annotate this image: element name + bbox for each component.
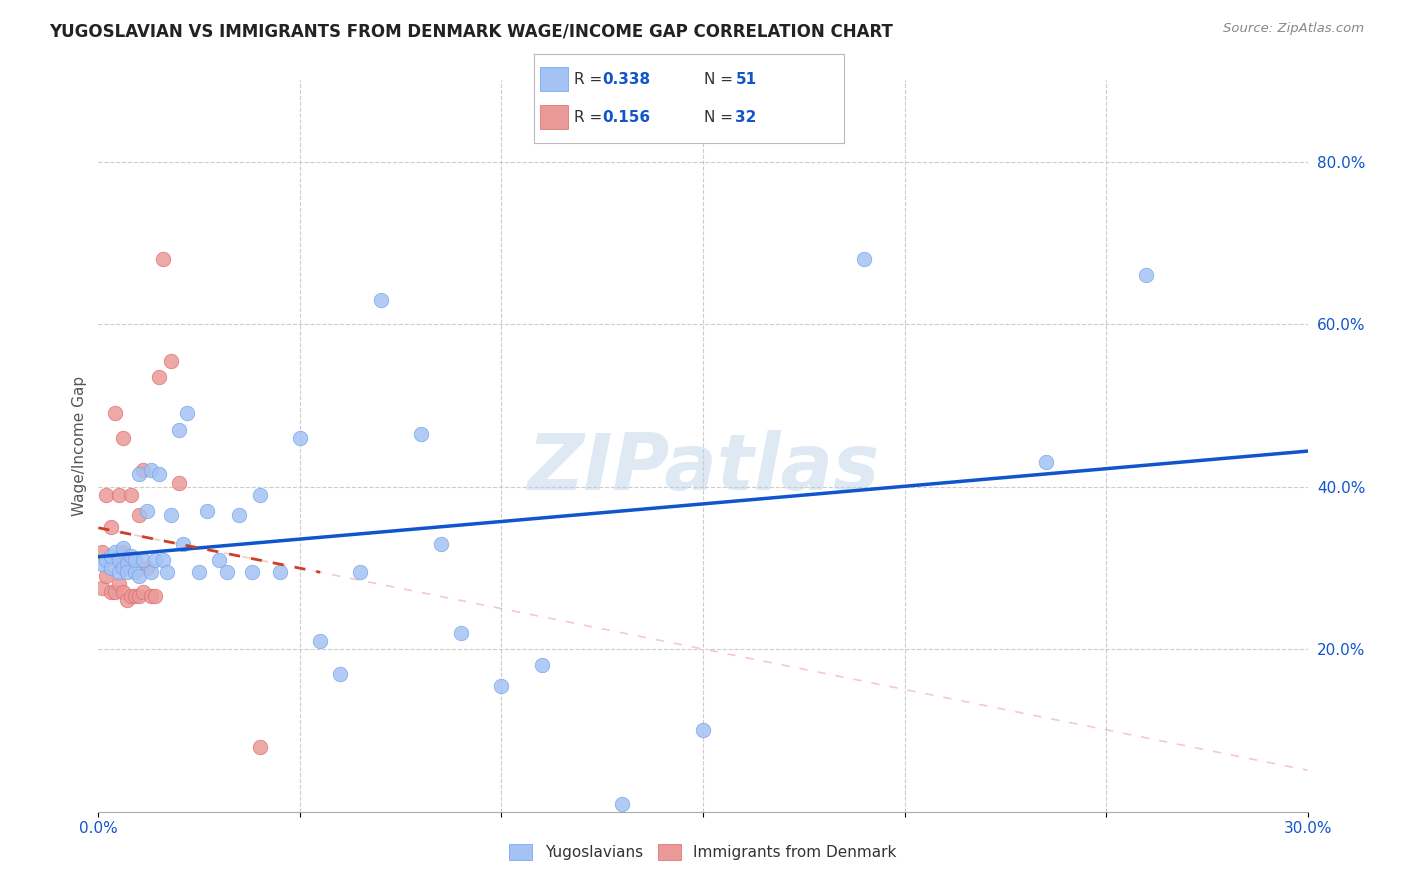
Point: [135, 504, 157, 518]
Point: [172, 536, 194, 550]
FancyBboxPatch shape: [540, 67, 568, 92]
Point: [128, 590, 150, 604]
Point: [152, 553, 174, 567]
Point: [692, 723, 714, 738]
Point: [115, 553, 138, 567]
Text: YUGOSLAVIAN VS IMMIGRANTS FROM DENMARK WAGE/INCOME GAP CORRELATION CHART: YUGOSLAVIAN VS IMMIGRANTS FROM DENMARK W…: [49, 22, 893, 40]
Point: [91, 544, 114, 558]
Legend: Yugoslavians, Immigrants from Denmark: Yugoslavians, Immigrants from Denmark: [503, 838, 903, 866]
Point: [132, 585, 155, 599]
Text: 32: 32: [735, 110, 756, 125]
Point: [128, 508, 150, 522]
Point: [148, 467, 170, 482]
Point: [103, 585, 125, 599]
Point: [160, 508, 183, 522]
Point: [167, 475, 190, 490]
Point: [208, 553, 231, 567]
Point: [128, 467, 150, 482]
Point: [1135, 268, 1157, 283]
Text: N =: N =: [704, 71, 738, 87]
Point: [100, 549, 122, 563]
FancyBboxPatch shape: [540, 105, 568, 129]
Text: R =: R =: [575, 71, 607, 87]
Point: [188, 565, 211, 579]
Point: [135, 561, 157, 575]
Point: [370, 293, 392, 307]
Point: [100, 585, 122, 599]
Point: [120, 488, 142, 502]
Point: [115, 557, 138, 571]
Point: [176, 407, 198, 421]
Point: [128, 569, 150, 583]
Text: 0.156: 0.156: [602, 110, 651, 125]
Point: [111, 585, 134, 599]
Point: [107, 565, 129, 579]
Point: [115, 565, 138, 579]
Point: [120, 549, 142, 563]
Point: [450, 626, 472, 640]
Point: [139, 565, 162, 579]
Point: [228, 508, 250, 522]
Point: [269, 565, 291, 579]
Point: [100, 561, 122, 575]
Point: [156, 565, 179, 579]
Point: [124, 565, 146, 579]
Point: [217, 565, 239, 579]
Point: [96, 488, 118, 502]
Point: [160, 353, 183, 368]
Point: [111, 541, 134, 555]
Point: [152, 252, 174, 266]
Point: [612, 797, 634, 811]
Point: [124, 553, 146, 567]
Text: N =: N =: [704, 110, 738, 125]
Text: ZIPatlas: ZIPatlas: [527, 430, 879, 506]
Point: [288, 431, 311, 445]
Point: [107, 553, 129, 567]
Point: [124, 590, 146, 604]
Point: [96, 569, 118, 583]
Point: [139, 590, 162, 604]
Point: [240, 565, 263, 579]
Point: [103, 407, 125, 421]
Point: [96, 553, 118, 567]
Y-axis label: Wage/Income Gap: Wage/Income Gap: [72, 376, 87, 516]
Point: [143, 553, 166, 567]
Point: [107, 488, 129, 502]
Point: [111, 544, 134, 558]
Text: 0.338: 0.338: [602, 71, 651, 87]
Point: [148, 370, 170, 384]
Point: [1035, 455, 1057, 469]
Point: [491, 679, 513, 693]
Point: [107, 553, 129, 567]
Point: [249, 488, 271, 502]
Point: [132, 553, 155, 567]
Point: [349, 565, 371, 579]
Point: [100, 520, 122, 534]
Point: [853, 252, 876, 266]
Point: [103, 544, 125, 558]
Point: [143, 590, 166, 604]
Text: R =: R =: [575, 110, 607, 125]
Point: [195, 504, 218, 518]
Point: [91, 557, 114, 571]
Point: [409, 426, 432, 441]
Point: [309, 634, 332, 648]
Point: [329, 666, 352, 681]
Point: [249, 739, 271, 754]
Point: [107, 577, 129, 591]
Point: [120, 590, 142, 604]
Point: [91, 581, 114, 595]
Point: [132, 463, 155, 477]
Point: [139, 463, 162, 477]
Point: [111, 561, 134, 575]
Text: 51: 51: [735, 71, 756, 87]
Point: [115, 593, 138, 607]
Point: [124, 553, 146, 567]
Point: [111, 431, 134, 445]
Text: Source: ZipAtlas.com: Source: ZipAtlas.com: [1223, 22, 1364, 36]
Point: [167, 423, 190, 437]
Point: [430, 536, 453, 550]
Point: [530, 658, 553, 673]
